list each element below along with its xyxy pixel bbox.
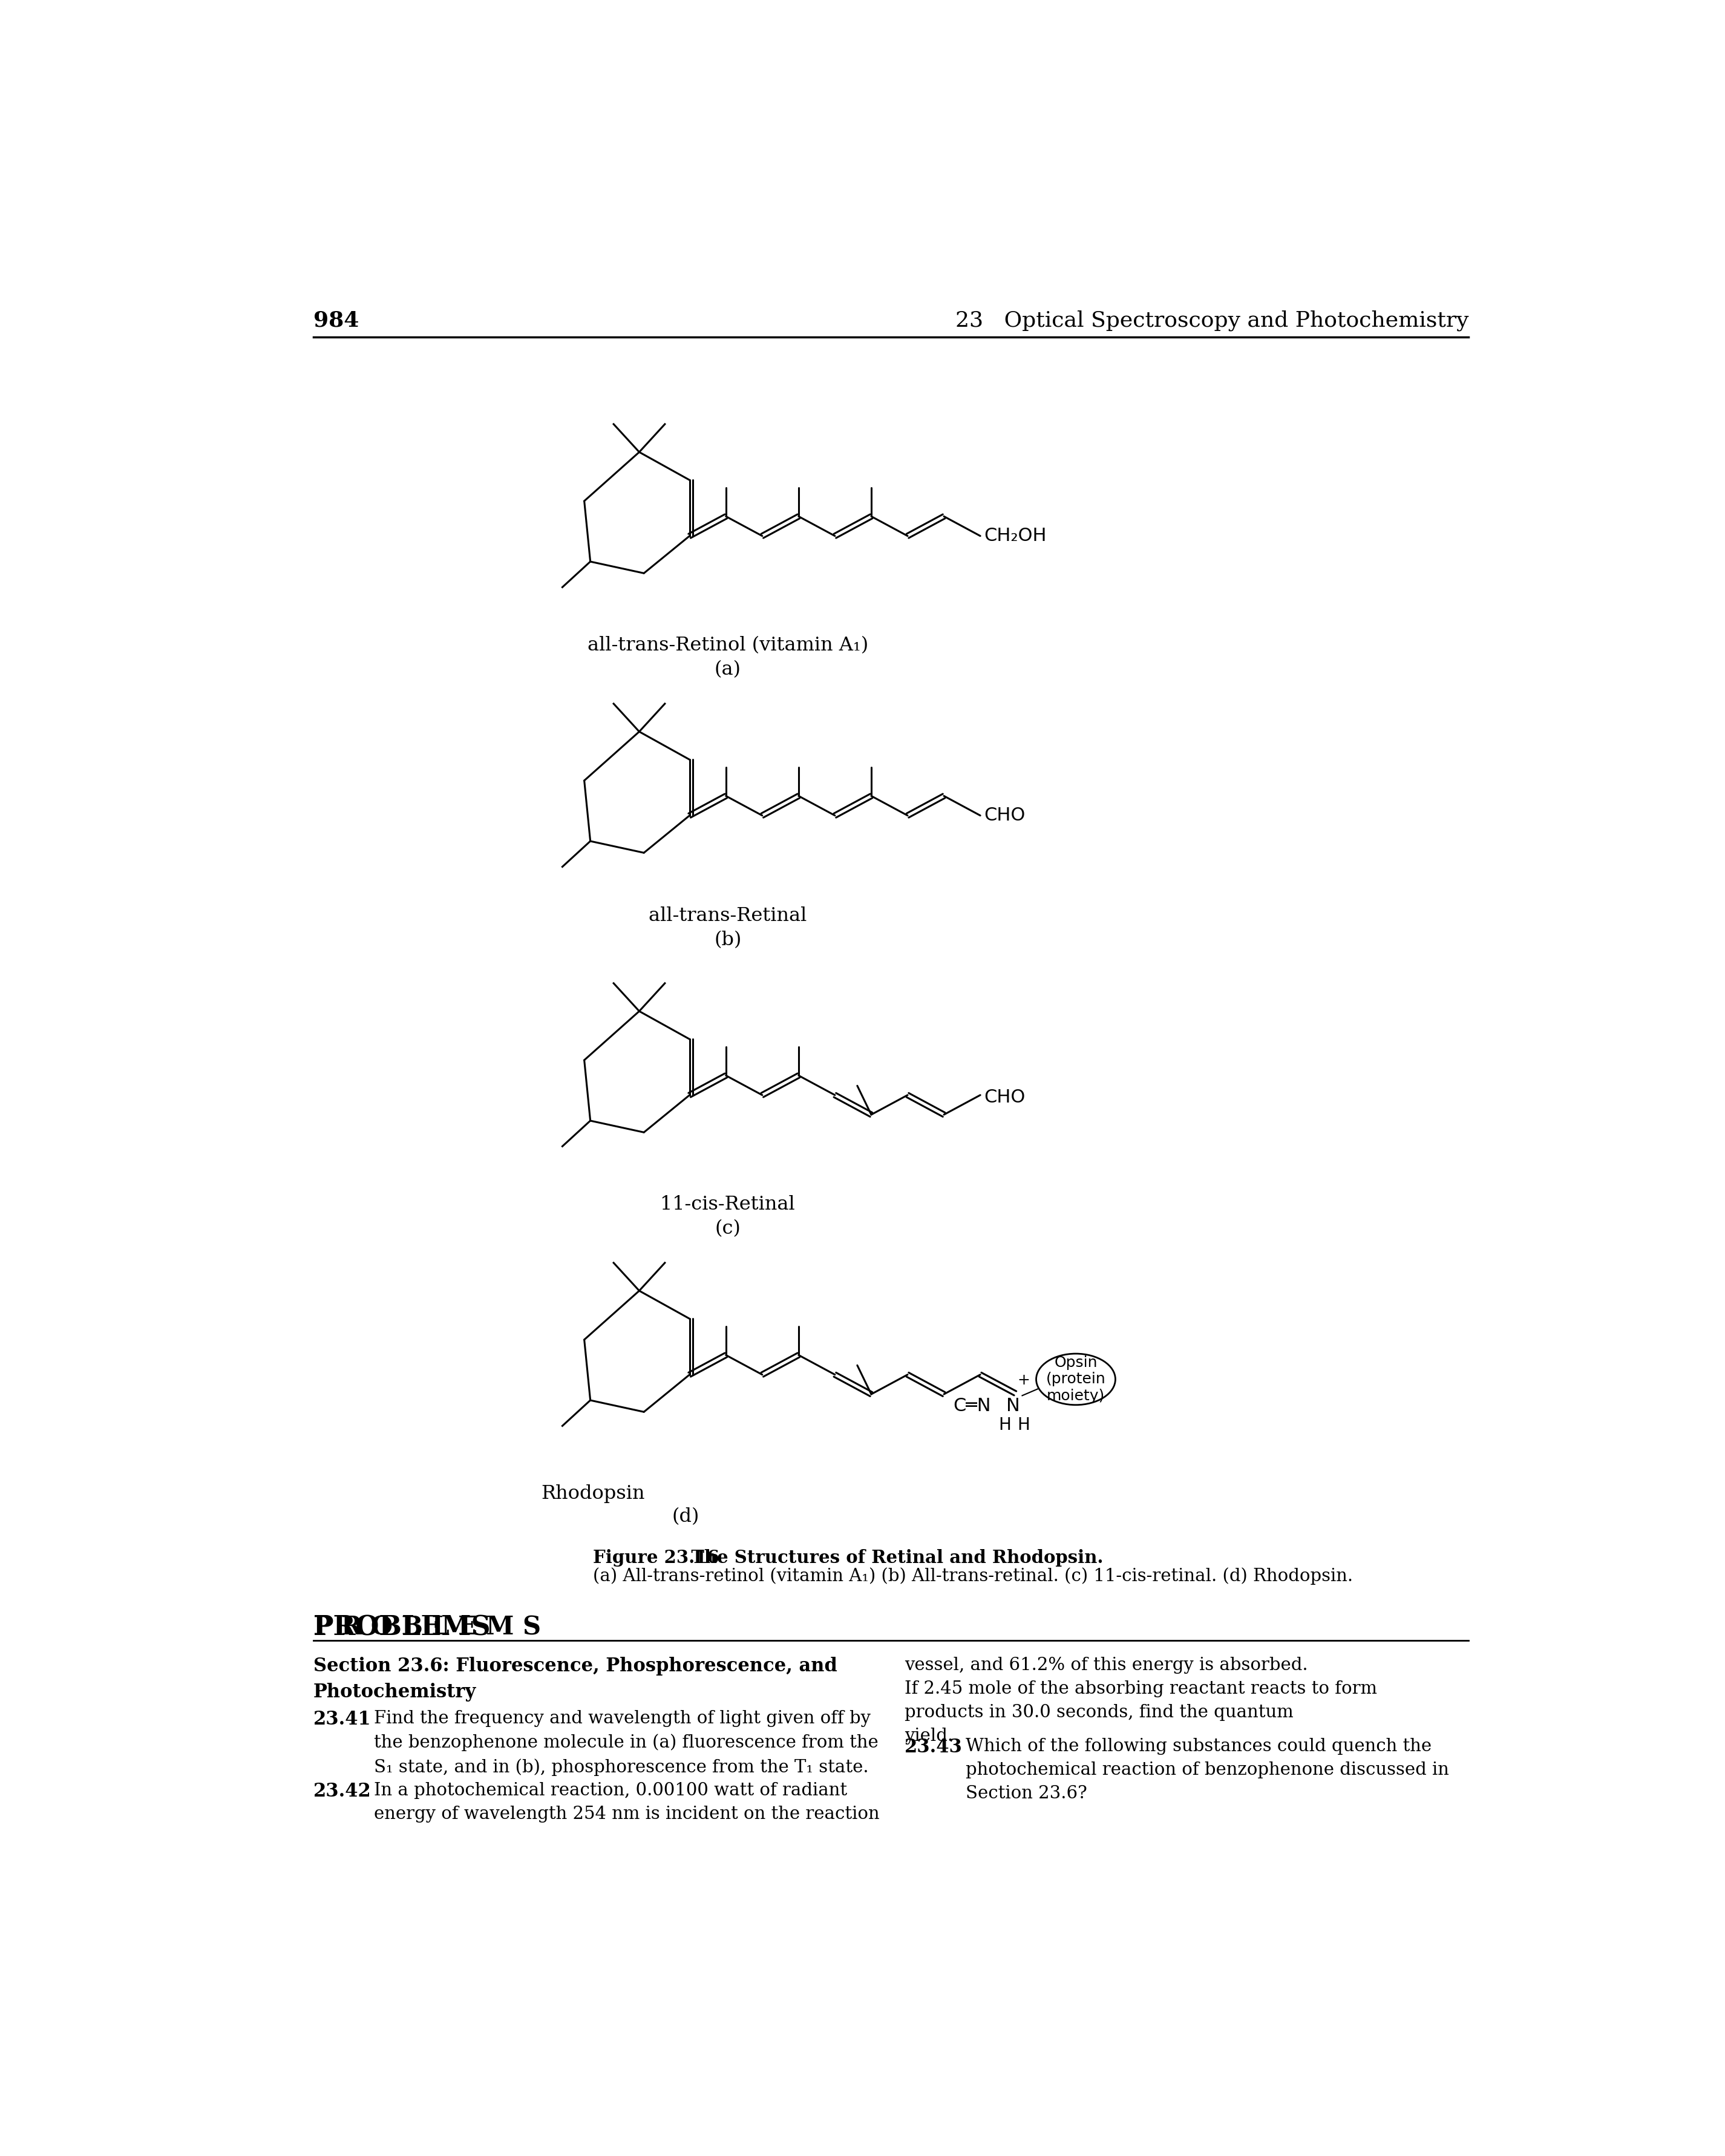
Text: Section 23.6: Fluorescence, Phosphorescence, and
Photochemistry: Section 23.6: Fluorescence, Phosphoresce…	[314, 1656, 837, 1701]
Text: all-​trans-Retinal: all-​trans-Retinal	[649, 906, 807, 925]
Text: vessel, and 61.2% of this energy is absorbed.
If 2.45 mole of the absorbing reac: vessel, and 61.2% of this energy is abso…	[906, 1656, 1377, 1744]
Text: (b): (b)	[714, 931, 742, 949]
Text: H: H	[999, 1416, 1011, 1434]
Text: all-​trans-Retinol (vitamin A₁): all-​trans-Retinol (vitamin A₁)	[586, 636, 868, 655]
Text: 984: 984	[314, 310, 359, 330]
Text: (c): (c)	[714, 1220, 740, 1238]
Text: Rhodopsin: Rhodopsin	[540, 1483, 645, 1503]
Text: (a): (a)	[714, 660, 742, 679]
Text: CHO: CHO	[983, 806, 1025, 824]
Text: CHO: CHO	[983, 1089, 1025, 1106]
Text: (a) All-trans-retinol (vitamin A₁) (b) All-trans-retinal. (c) 11-cis-retinal. (d: (a) All-trans-retinol (vitamin A₁) (b) A…	[593, 1567, 1352, 1585]
Text: Find the frequency and wavelength of light given off by
the benzophenone molecul: Find the frequency and wavelength of lig…	[374, 1710, 878, 1777]
Text: 23   Optical Spectroscopy and Photochemistry: 23 Optical Spectroscopy and Photochemist…	[956, 310, 1468, 330]
Text: The Structures of Retinal and Rhodopsin.: The Structures of Retinal and Rhodopsin.	[680, 1550, 1104, 1567]
Text: In a photochemical reaction, 0.00100 watt of radiant
energy of wavelength 254 nm: In a photochemical reaction, 0.00100 wat…	[374, 1783, 880, 1822]
Text: Figure 23.16: Figure 23.16	[593, 1550, 719, 1567]
Text: 23.43: 23.43	[906, 1738, 963, 1757]
Text: 23.41: 23.41	[314, 1710, 371, 1729]
Text: 23.42: 23.42	[314, 1783, 371, 1800]
Text: C═N: C═N	[952, 1397, 990, 1414]
Text: +: +	[1018, 1373, 1030, 1388]
Text: (d): (d)	[673, 1507, 700, 1526]
Text: Opsin
(protein
moiety): Opsin (protein moiety)	[1045, 1356, 1106, 1404]
Text: H: H	[1018, 1416, 1030, 1434]
Text: Which of the following substances could quench the
photochemical reaction of ben: Which of the following substances could …	[966, 1738, 1449, 1802]
Text: P R O B L E M S: P R O B L E M S	[314, 1615, 540, 1641]
Text: N: N	[1006, 1397, 1019, 1414]
Text: PROBLEMS: PROBLEMS	[314, 1615, 492, 1641]
Text: 11-​cis-Retinal: 11-​cis-Retinal	[661, 1194, 795, 1214]
Text: CH₂OH: CH₂OH	[983, 528, 1047, 545]
